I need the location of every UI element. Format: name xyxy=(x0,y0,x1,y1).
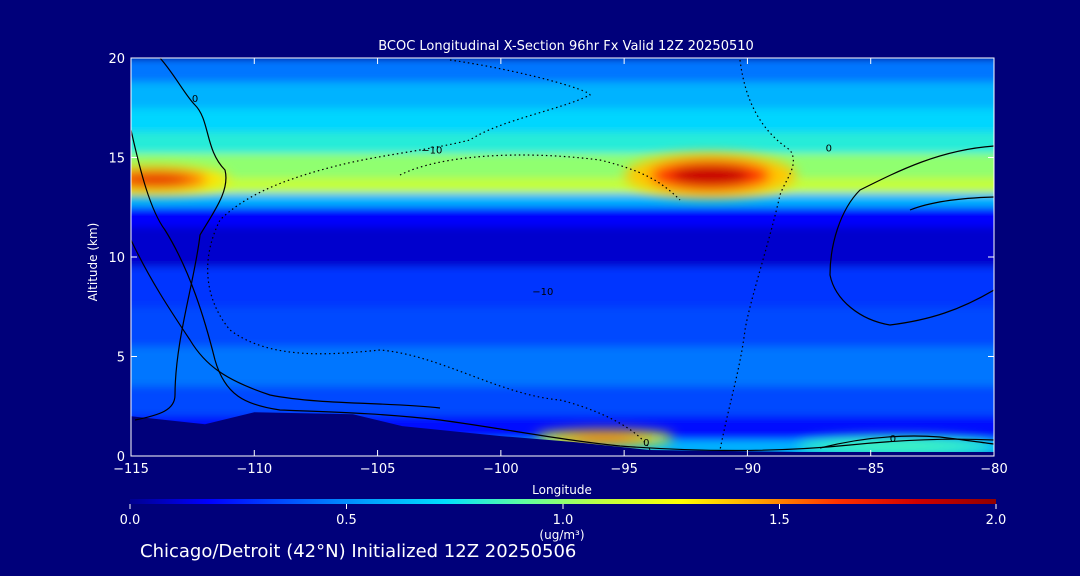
colorbar-tick-label-2: 1.0 xyxy=(553,513,574,528)
terrain xyxy=(131,412,994,456)
hotspot-0-layer-2 xyxy=(671,165,750,186)
concentration-band-9 xyxy=(131,177,994,194)
contour-label-2: −10 xyxy=(532,287,553,298)
concentration-band-12 xyxy=(131,107,994,132)
concentration-hotspots xyxy=(131,153,994,456)
concentration-band-2 xyxy=(131,386,994,417)
contour-label-5: 0 xyxy=(643,438,649,449)
x-tick-label-6: −85 xyxy=(857,462,884,477)
concentration-band-11 xyxy=(131,131,994,154)
y-tick-label-2: 10 xyxy=(108,251,125,266)
contour-label-1: −10 xyxy=(421,146,442,157)
terrain-surface xyxy=(131,412,994,456)
concentration-band-6 xyxy=(131,227,994,267)
contour-labels: 0 −10 −10 0 0 0 xyxy=(192,94,896,449)
footer-caption: Chicago/Detroit (42°N) Initialized 12Z 2… xyxy=(140,541,577,562)
contour-label-4: 0 xyxy=(890,434,896,445)
contour-solid-1 xyxy=(131,129,994,451)
colorbar: 0.0 0.5 1.0 1.5 2.0 (ug/m³) xyxy=(120,499,1007,542)
chart-title: BCOC Longitudinal X-Section 96hr Fx Vali… xyxy=(378,39,754,54)
concentration-band-3 xyxy=(131,346,994,387)
colorbar-gradient xyxy=(130,499,996,504)
colorbar-tick-label-0: 0.0 xyxy=(120,513,141,528)
plot-area: 0 −10 −10 0 0 0 xyxy=(131,58,994,456)
contour-solid-5 xyxy=(819,435,994,449)
contour-label-0: 0 xyxy=(192,94,198,105)
x-axis-label: Longitude xyxy=(532,483,592,497)
contour-solid-4 xyxy=(909,196,994,211)
x-tick-label-2: −105 xyxy=(360,462,396,477)
x-axis-ticks: −115 −110 −105 −100 −95 −90 −85 −80 xyxy=(113,58,1008,477)
colorbar-tick-label-1: 0.5 xyxy=(336,513,357,528)
contour-solid-2 xyxy=(131,239,441,409)
hotspot-2-layer-2 xyxy=(573,434,636,442)
colorbar-tick-label-3: 1.5 xyxy=(769,513,790,528)
contour-dotted-0 xyxy=(207,59,651,451)
x-tick-label-7: −80 xyxy=(980,462,1007,477)
y-tick-label-0: 0 xyxy=(117,450,125,465)
y-tick-label-4: 20 xyxy=(108,52,125,67)
contour-solid-3 xyxy=(829,145,994,326)
colorbar-unit-label: (ug/m³) xyxy=(539,528,584,542)
contour-label-3: 0 xyxy=(826,144,832,155)
x-tick-label-0: −115 xyxy=(113,462,149,477)
concentration-band-14 xyxy=(131,58,994,82)
y-axis-ticks: 0 5 10 15 20 xyxy=(108,52,994,465)
y-tick-label-3: 15 xyxy=(108,152,125,167)
contour-solid-0 xyxy=(134,58,227,421)
concentration-band-13 xyxy=(131,81,994,108)
hotspot-3-layer-2 xyxy=(850,441,940,451)
y-axis-label: Altitude (km) xyxy=(86,223,100,302)
x-tick-label-3: −100 xyxy=(483,462,519,477)
colorbar-ticks: 0.0 0.5 1.0 1.5 2.0 xyxy=(120,504,1007,528)
concentration-band-7 xyxy=(131,207,994,228)
x-tick-label-4: −95 xyxy=(610,462,637,477)
concentration-band-5 xyxy=(131,266,994,307)
concentration-bands xyxy=(131,58,994,456)
concentration-band-10 xyxy=(131,153,994,178)
temperature-contours xyxy=(131,58,994,451)
colorbar-tick-label-4: 2.0 xyxy=(986,513,1007,528)
concentration-band-4 xyxy=(131,306,994,347)
concentration-band-8 xyxy=(131,193,994,208)
hotspot-1-layer-2 xyxy=(131,173,189,186)
y-tick-label-1: 5 xyxy=(117,351,125,366)
x-tick-label-5: −90 xyxy=(734,462,761,477)
x-tick-label-1: −110 xyxy=(236,462,272,477)
